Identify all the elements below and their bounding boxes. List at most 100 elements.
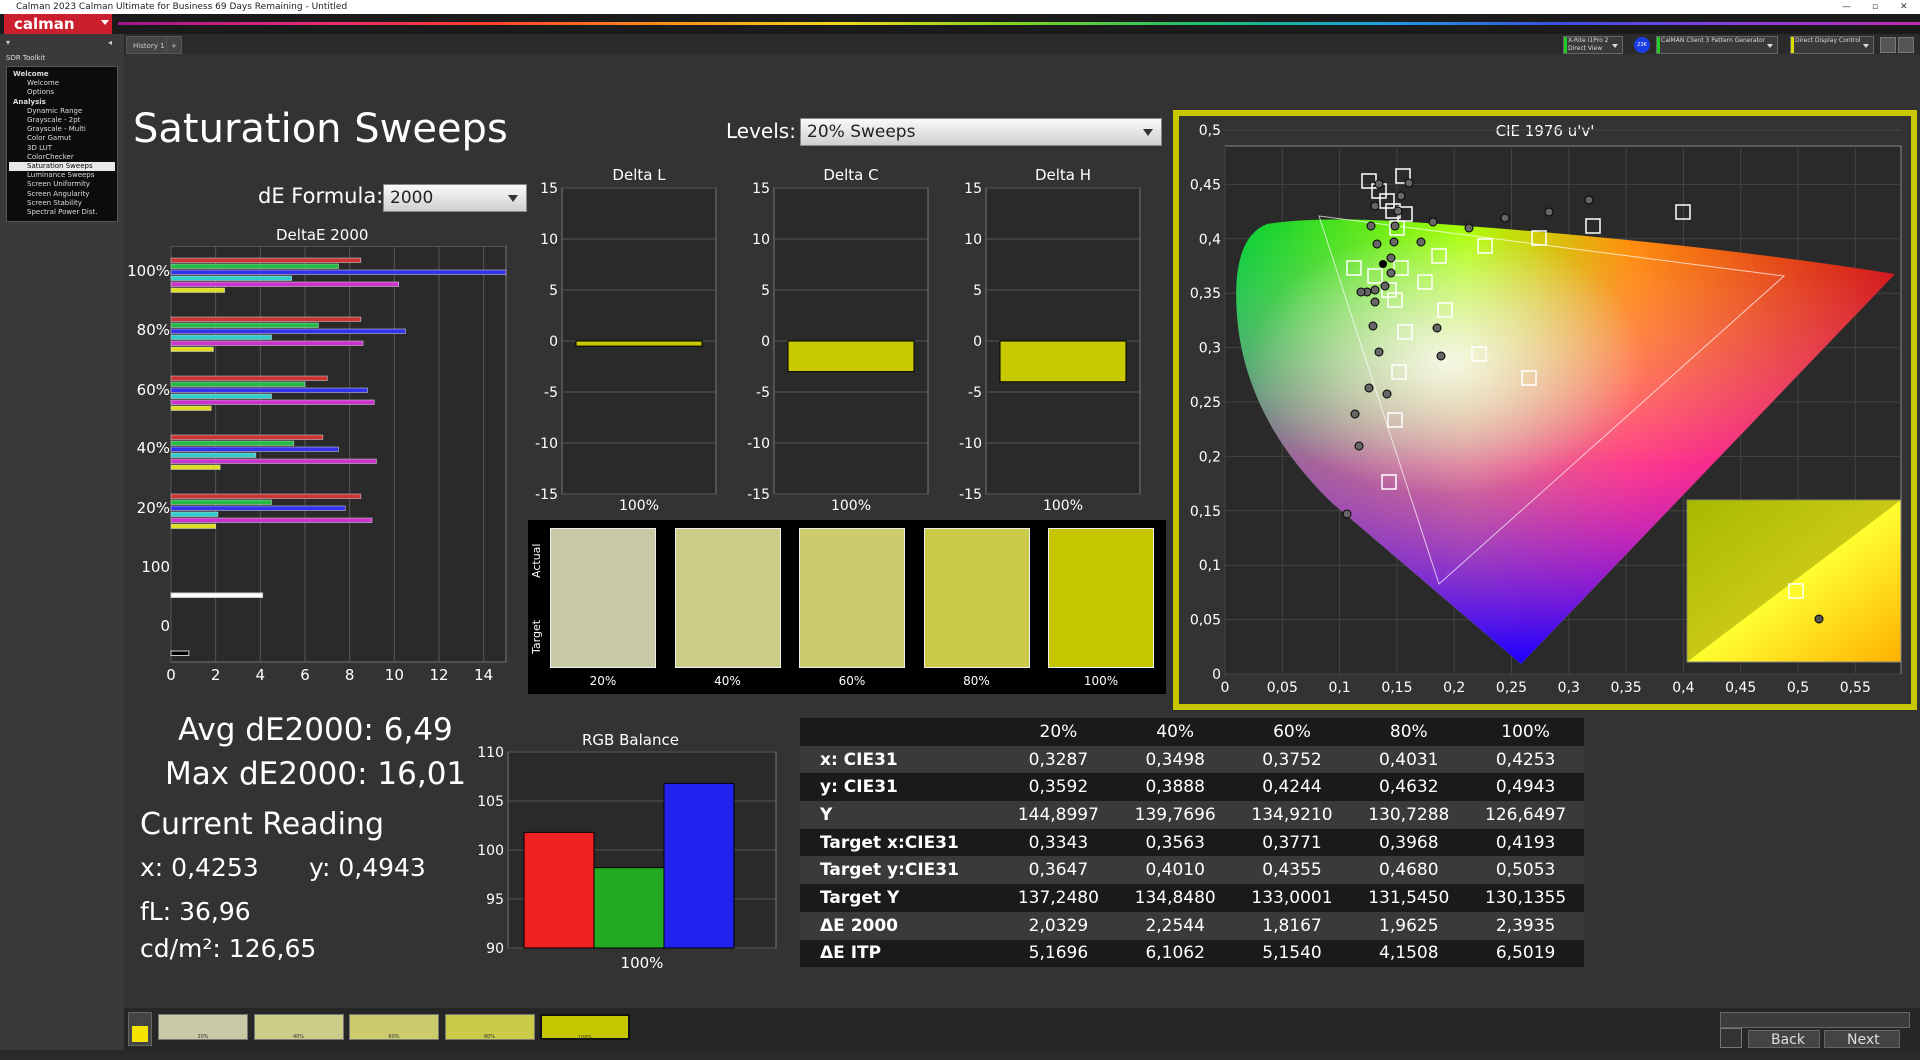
add-tab-button[interactable]: + <box>166 36 182 54</box>
delta-chart-title: Delta C <box>823 166 878 184</box>
table-header: 60% <box>1273 721 1311 742</box>
table-row: x: CIE31 0,3287 0,3498 0,3752 0,4031 0,4253 <box>800 745 1584 774</box>
stop-icon[interactable] <box>1720 1028 1742 1048</box>
workflow-tree[interactable]: Welcome Welcome Options Analysis Dynamic Ran… <box>6 66 118 222</box>
deltae-bar <box>170 328 406 334</box>
measured-marker <box>1356 287 1366 297</box>
color-picker[interactable] <box>128 1012 152 1046</box>
deltae-bar <box>170 523 216 529</box>
meter-select[interactable]: X-Rite i1Pro 2 Direct View <box>1563 36 1623 54</box>
table-cell: 1,9625 <box>1379 915 1439 936</box>
y-tick-label: 10 <box>964 232 982 248</box>
deltae-bar <box>170 381 306 387</box>
table-row: y: CIE31 0,3592 0,3888 0,4244 0,4632 0,4943 <box>800 773 1584 802</box>
current-x: x: 0,4253 <box>140 853 259 882</box>
table-cell: 0,4632 <box>1379 777 1439 798</box>
swatch-label: 20% <box>589 674 617 688</box>
tree-item[interactable]: Screen Stability <box>27 198 82 207</box>
pin-icon[interactable]: ▾ <box>6 38 11 47</box>
target-marker <box>1391 364 1407 380</box>
meter-badge[interactable]: 23K <box>1634 37 1650 53</box>
collapse-icon[interactable]: ◂ <box>108 38 113 47</box>
table-row: ΔE ITP 5,1696 6,1062 5,1540 4,1508 6,5019 <box>800 939 1584 968</box>
delta-chart-title: Delta L <box>612 166 666 184</box>
tree-item[interactable]: Saturation Sweeps <box>9 162 115 172</box>
minimize-button[interactable]: — <box>1842 2 1851 12</box>
tree-item[interactable]: Color Gamut <box>27 134 72 143</box>
back-button[interactable]: Back <box>1748 1030 1820 1048</box>
levels-select[interactable]: 20% Sweeps <box>800 118 1162 146</box>
tree-item[interactable]: Welcome <box>27 79 60 88</box>
x-tick-label: 8 <box>345 666 355 684</box>
levels-label: Levels: <box>726 119 796 143</box>
x-tick-label: 0,3 <box>1558 680 1580 696</box>
bottom-swatch-label: 100% <box>577 1035 593 1041</box>
table-cell: 0,4943 <box>1495 777 1556 798</box>
help-icon[interactable] <box>1898 37 1914 53</box>
measured-marker <box>1386 253 1396 263</box>
tree-item[interactable]: Options <box>27 88 55 97</box>
chevron-down-icon <box>101 20 109 25</box>
next-button[interactable]: Next <box>1824 1030 1900 1048</box>
maximize-button[interactable]: ▫ <box>1872 2 1879 12</box>
row-label: Y <box>820 804 833 825</box>
tree-item[interactable]: 3D LUT <box>27 143 53 152</box>
y-tick-label: -15 <box>747 487 770 503</box>
bottom-swatch[interactable]: 60% <box>349 1014 439 1040</box>
bottom-swatch[interactable]: 40% <box>253 1014 344 1040</box>
swatch[interactable] <box>1048 528 1154 668</box>
tree-item[interactable]: Screen Angularity <box>27 189 90 198</box>
table-row: Y 144,8997 139,7696 134,9210 130,7288 126,649… <box>800 801 1584 829</box>
tree-item[interactable]: Dynamic Range <box>27 106 83 115</box>
cie-diagram: 0 0,05 0,1 0,15 0,2 0,25 0,3 0,35 0,4 0,45 0,5 0,55… <box>1190 123 1902 696</box>
y-tick-label: 60% <box>137 381 170 399</box>
x-tick-label: 100% <box>831 498 871 514</box>
swatch[interactable] <box>923 528 1030 668</box>
tree-item[interactable]: Welcome <box>13 70 49 78</box>
x-tick-label: 6 <box>300 666 310 684</box>
deltae-bar <box>170 346 214 352</box>
table-cell: 1,8167 <box>1262 915 1322 936</box>
x-tick-label: 0 <box>166 666 176 684</box>
tree-item[interactable]: Grayscale - Multi <box>27 125 86 134</box>
inset-shade <box>1687 500 1901 662</box>
y-tick-label: -10 <box>747 436 770 452</box>
swatch[interactable] <box>550 528 656 668</box>
measured-marker <box>1372 239 1382 249</box>
settings-icon[interactable] <box>1880 37 1896 53</box>
row-label: y: CIE31 <box>820 777 898 798</box>
table-cell: 134,8480 <box>1134 887 1216 908</box>
swatch[interactable] <box>799 528 905 668</box>
table-header: 100% <box>1501 721 1550 742</box>
y-tick-label: -15 <box>959 487 982 503</box>
chevron-down-icon <box>1612 44 1618 48</box>
bottom-swatch-label: 80% <box>483 1034 496 1040</box>
tree-item[interactable]: Analysis <box>13 97 46 106</box>
bottom-swatch[interactable]: 100% <box>540 1014 630 1041</box>
cie-diagram-panel[interactable]: CIE 1976 u'v' 0 0,05 0,1 0,15 0,2 0,25 0,3 0,35… <box>1173 110 1917 710</box>
tree-item[interactable]: Screen Uniformity <box>27 180 90 189</box>
table-header <box>800 718 1000 746</box>
y-tick-label: 15 <box>964 181 982 197</box>
measured-marker <box>1364 383 1374 393</box>
tab-history-1[interactable]: History 1 <box>126 36 172 54</box>
bottom-swatch[interactable]: 20% <box>158 1014 248 1040</box>
tree-item[interactable]: Spectral Power Dist. <box>27 208 98 217</box>
table-cell: 126,6497 <box>1485 804 1567 825</box>
y-tick-label: 95 <box>486 892 504 908</box>
measured-marker <box>1366 221 1376 231</box>
tree-item[interactable]: Luminance Sweeps <box>27 171 95 180</box>
pattern-generator-select[interactable]: CalMAN Client 3 Pattern Generator <box>1656 36 1778 54</box>
close-button[interactable]: ✕ <box>1900 2 1908 12</box>
deltae-bar <box>170 287 225 293</box>
bottom-swatch[interactable]: 80% <box>444 1014 535 1040</box>
calman-logo-menu[interactable]: calman <box>4 14 112 34</box>
display-control-select[interactable]: Direct Display Control <box>1790 36 1874 54</box>
measured-marker <box>1370 201 1380 211</box>
tree-item[interactable]: ColorChecker <box>27 152 74 161</box>
playback-controls[interactable] <box>1720 1012 1910 1028</box>
tree-item[interactable]: Grayscale - 2pt <box>27 116 81 125</box>
de-formula-select[interactable]: 2000 <box>383 184 527 212</box>
swatch[interactable] <box>674 528 781 668</box>
rgb-bar <box>663 782 735 949</box>
